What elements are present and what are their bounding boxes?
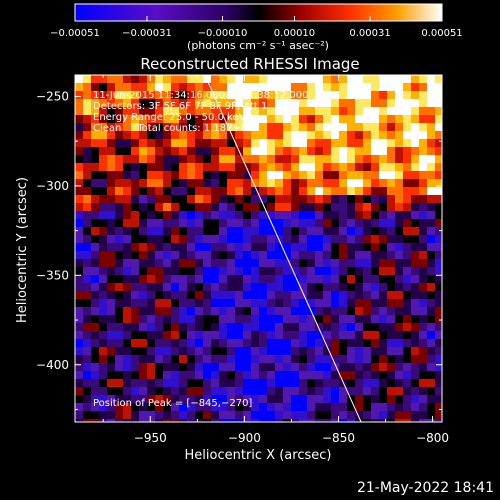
plot-frame <box>74 74 443 423</box>
colorbar-tick-label: −0.00010 <box>198 28 248 39</box>
annotation-time-range: 11-Jun-2015 11:34:16.000 to 11:38:12.000 <box>93 90 309 101</box>
y-tick-label: −250 <box>36 89 69 103</box>
colorbar <box>74 3 443 22</box>
colorbar-tick-label: 0.00010 <box>274 28 315 39</box>
peak-position-label: Position of Peak = [−845,−270] <box>93 398 252 409</box>
x-tick-label: −950 <box>134 431 167 445</box>
solar-limb-line <box>204 75 362 422</box>
y-axis-label: Heliocentric Y (arcsec) <box>15 177 30 323</box>
timestamp: 21-May-2022 18:41 <box>356 480 494 496</box>
x-tick-label: −900 <box>228 431 261 445</box>
heatmap-image <box>75 75 442 422</box>
colorbar-tick-label: 0.00051 <box>421 28 462 39</box>
colorbar-ticks: −0.00051 −0.00031 −0.00010 0.00010 0.00031 0.… <box>50 16 463 39</box>
annotation-clean-counts: Clean Total counts: 1.18E+04 <box>93 123 253 134</box>
x-tick-label: −850 <box>322 431 355 445</box>
x-axis-label: Heliocentric X (arcsec) <box>185 448 332 463</box>
colorbar-tick-label: −0.00031 <box>122 28 172 39</box>
x-tick-label: −800 <box>416 431 449 445</box>
annotation-energy-range: Energy Range: 25.0 - 50.0 keV <box>93 112 246 123</box>
y-tick-label: −300 <box>36 179 69 193</box>
y-tick-label: −350 <box>36 268 69 282</box>
colorbar-tick-label: −0.00051 <box>50 28 100 39</box>
colorbar-unit-label: (photons cm⁻² s⁻¹ asec⁻²) <box>187 39 329 52</box>
annotation-detectors: Detectors: 3F 5F 6F 7F 8F 9F, Att 1 <box>93 101 267 112</box>
colorbar-tick-label: 0.00031 <box>349 28 390 39</box>
axes: −950 −900 −850 −800 −400 −350 −300 −250 <box>36 75 449 445</box>
y-tick-label: −400 <box>36 358 69 372</box>
chart-title: Reconstructed RHESSI Image <box>140 55 359 73</box>
